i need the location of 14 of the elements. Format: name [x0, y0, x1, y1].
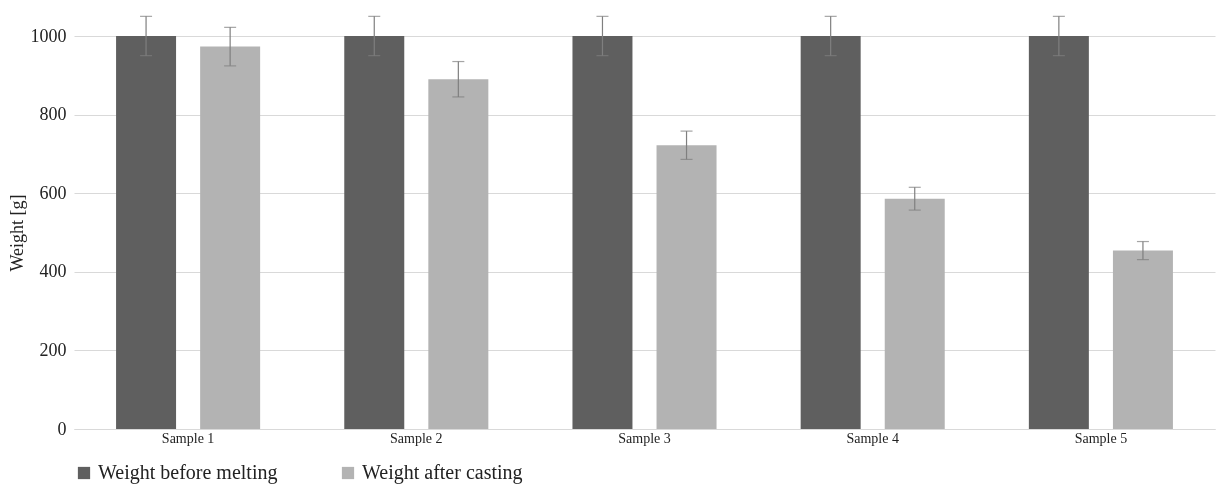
x-tick-label: Sample 3 [618, 430, 671, 446]
y-tick-label: 800 [39, 104, 67, 125]
x-tick-label: Sample 5 [1074, 430, 1128, 446]
y-tick-label: 200 [39, 339, 67, 360]
legend-label: Weight after casting [362, 461, 523, 484]
y-tick-label: 1000 [30, 25, 67, 46]
y-tick-label: 400 [39, 261, 67, 282]
y-tick-label: 600 [39, 182, 67, 203]
x-tick-label: Sample 4 [846, 430, 899, 446]
legend-label: Weight before melting [98, 461, 278, 484]
y-tick-label: 0 [57, 418, 67, 439]
y-axis-title: Weight [g] [6, 194, 27, 272]
x-tick-label: Sample 2 [390, 430, 443, 446]
x-tick-label: Sample 1 [161, 430, 215, 446]
